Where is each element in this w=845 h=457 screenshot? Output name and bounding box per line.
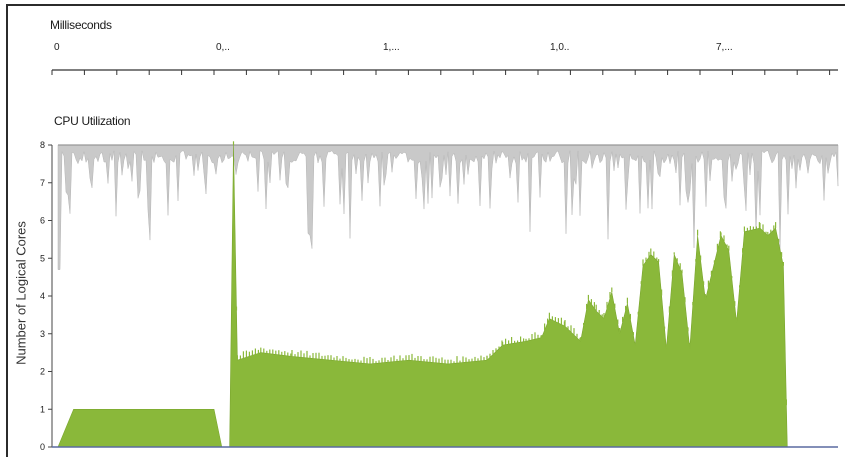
ruler-label-0: 0 xyxy=(54,42,60,53)
y-tick-label-1: 1 xyxy=(40,404,45,414)
y-tick-label-5: 5 xyxy=(40,253,45,263)
chart-frame xyxy=(6,4,845,457)
y-tick-label-2: 2 xyxy=(40,367,45,377)
series-area xyxy=(57,144,838,448)
chart-title: CPU Utilization xyxy=(54,114,131,128)
ruler-label-2: 1,... xyxy=(383,42,400,53)
y-tick-label-4: 4 xyxy=(40,291,45,301)
y-tick-label-8: 8 xyxy=(40,140,45,150)
y-tick-label-0: 0 xyxy=(40,442,45,452)
y-tick-label-6: 6 xyxy=(40,216,45,226)
y-tick-label-7: 7 xyxy=(40,178,45,188)
other-process-area xyxy=(57,144,839,270)
ruler-label-4: 7,... xyxy=(716,42,733,53)
ruler-label-1: 0,.. xyxy=(216,42,230,53)
y-tick-label-3: 3 xyxy=(40,329,45,339)
ruler-title: Milliseconds xyxy=(50,18,112,32)
ruler-label-3: 1,0.. xyxy=(550,42,569,53)
